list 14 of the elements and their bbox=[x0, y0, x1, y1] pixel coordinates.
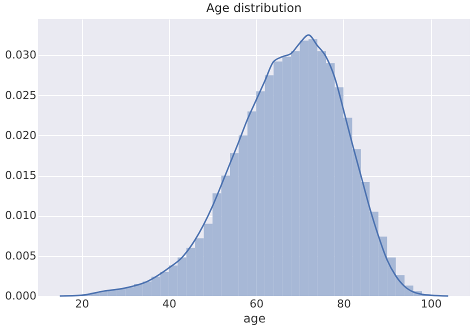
y-tick-label: 0.030 bbox=[5, 48, 36, 62]
y-tick-label: 0.020 bbox=[5, 128, 36, 142]
y-tick-label: 0.005 bbox=[5, 249, 36, 262]
x-tick-label: 80 bbox=[336, 298, 351, 310]
x-tick-label: 60 bbox=[250, 298, 264, 310]
x-tick-label: 100 bbox=[420, 298, 442, 310]
x-tick-label: 20 bbox=[75, 298, 90, 310]
x-tick-label: 40 bbox=[162, 298, 176, 310]
y-tick-label: 0.015 bbox=[5, 169, 36, 182]
x-axis-title: age bbox=[243, 312, 266, 326]
y-tick-label: 0.010 bbox=[5, 209, 36, 222]
y-tick-label: 0.025 bbox=[5, 88, 36, 102]
chart-title: Age distribution bbox=[206, 1, 302, 15]
y-tick-label: 0.000 bbox=[5, 290, 36, 302]
